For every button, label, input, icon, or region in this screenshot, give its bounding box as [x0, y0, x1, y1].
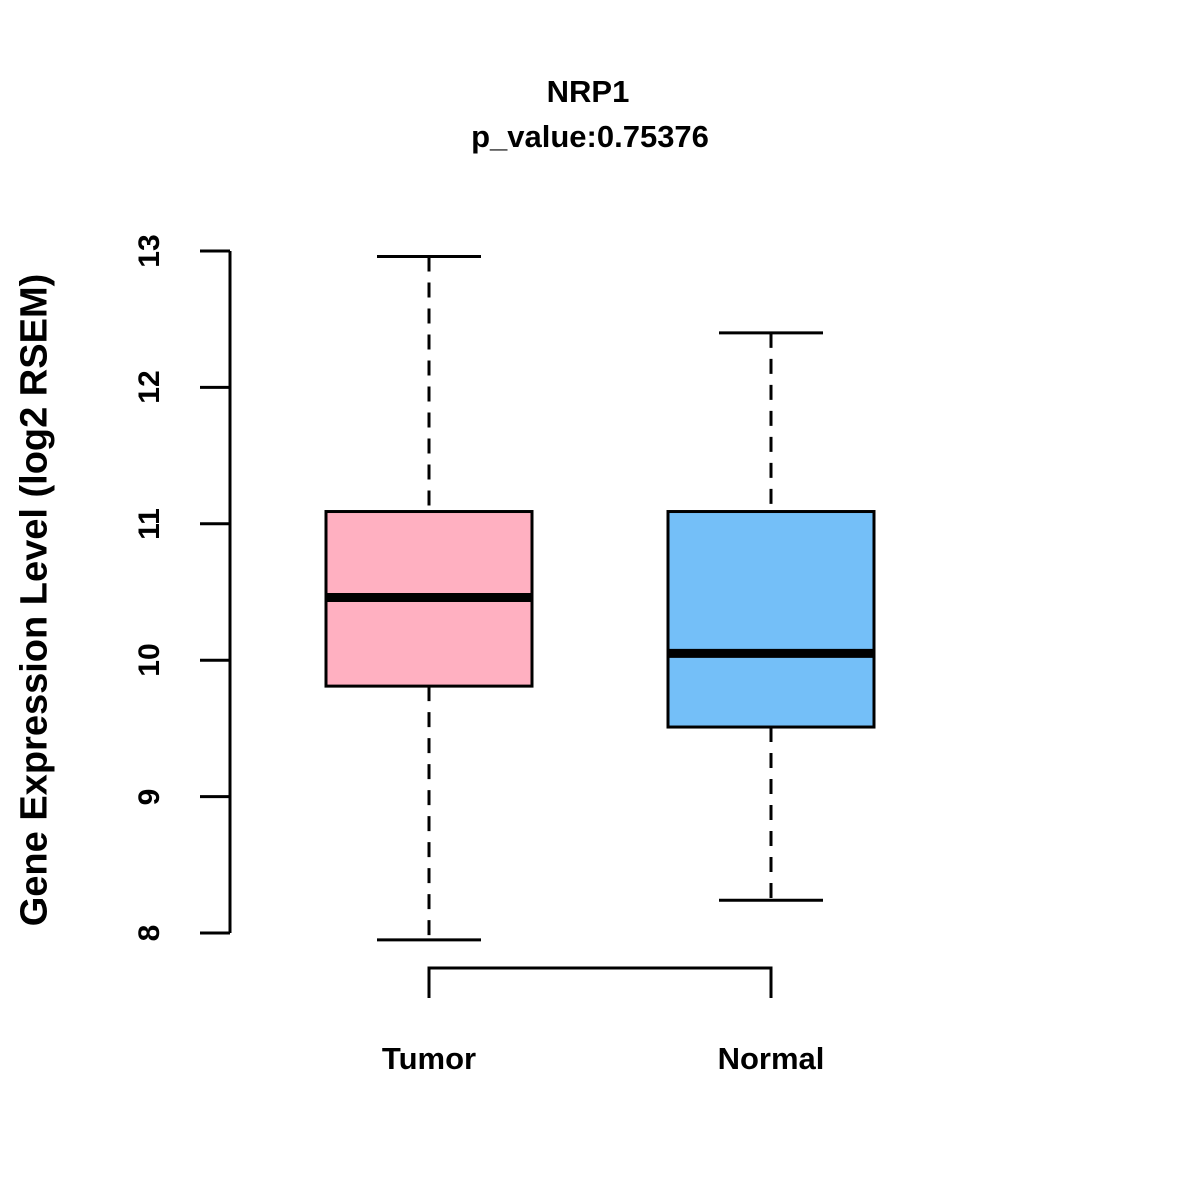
y-axis-tick-label: 12 — [133, 370, 166, 405]
p-value-subtitle: p_value:0.75376 — [471, 119, 709, 154]
x-axis-bracket — [427, 966, 773, 998]
chart-title: NRP1 — [546, 74, 630, 109]
x-category-label-normal: Normal — [717, 1041, 825, 1076]
x-category-label-tumor: Tumor — [381, 1041, 477, 1076]
y-axis-title: Gene Expression Level (log2 RSEM) — [13, 273, 56, 927]
normal-box — [666, 510, 876, 729]
y-axis-tick-label: 9 — [133, 788, 166, 805]
y-axis-tick-label: 10 — [133, 643, 166, 677]
y-axis-tick-label: 8 — [133, 924, 166, 942]
y-axis-tick-label: 13 — [133, 234, 166, 268]
y-axis-tick-label: 11 — [133, 507, 166, 540]
